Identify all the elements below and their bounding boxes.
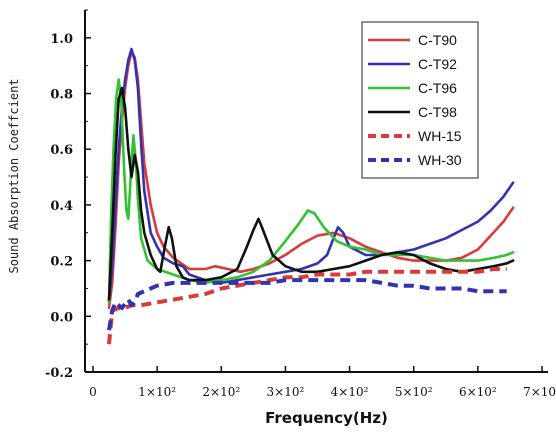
series-layer	[107, 47, 515, 345]
y-tick-label: 0.2	[50, 255, 73, 270]
series-line-c-t96	[107, 78, 515, 304]
y-tick-label: 1.0	[50, 32, 73, 47]
y-tick-label: 0.8	[50, 88, 73, 103]
x-axis-title: Frequency(Hz)	[265, 409, 388, 427]
y-axis-title: Sound Absorption Coeffcient	[7, 78, 21, 273]
x-tick-label: 1×10²	[138, 385, 176, 399]
legend-item-c-t98: C-T98	[368, 104, 457, 120]
y-tick-label: 0.6	[50, 143, 73, 158]
legend-label: C-T98	[418, 104, 457, 120]
series-line-wh-15	[107, 267, 507, 345]
legend-label: C-T96	[418, 80, 457, 96]
legend: C-T90 C-T92 C-T96 C-T98 WH-15 WH-30	[361, 21, 479, 179]
series-line-wh-30	[107, 278, 507, 331]
legend-items: C-T90 C-T92 C-T96 C-T98 WH-15 WH-30	[368, 32, 462, 168]
x-tick-label: 3×10²	[267, 385, 305, 399]
legend-label: C-T92	[418, 56, 457, 72]
x-tick-label: 5×10²	[395, 385, 433, 399]
legend-item-wh-30: WH-30	[368, 152, 462, 168]
legend-item-c-t92: C-T92	[368, 56, 457, 72]
y-tick-label: 0.0	[50, 310, 73, 325]
x-tick-label: 4×10²	[331, 385, 369, 399]
legend-label: WH-15	[418, 128, 462, 144]
legend-item-c-t90: C-T90	[368, 32, 457, 48]
y-tick-label: 0.4	[50, 199, 73, 214]
series-line-c-t98	[107, 86, 515, 301]
x-tick-label: 2×10²	[202, 385, 240, 399]
x-axis-ticks: 0 1×10² 2×10² 3×10² 4×10² 5×10² 6×10² 7×10²	[89, 366, 556, 399]
y-tick-label: -0.2	[45, 366, 73, 381]
series-line-c-t92	[107, 47, 515, 304]
legend-label: C-T90	[418, 32, 457, 48]
legend-item-wh-15: WH-15	[368, 128, 462, 144]
legend-box	[361, 21, 479, 179]
plot-frame	[84, 10, 548, 373]
x-tick-label: 0	[89, 385, 97, 399]
legend-item-c-t96: C-T96	[368, 80, 457, 96]
x-tick-label: 7×10²	[523, 385, 556, 399]
y-axis-ticks: -0.2 0.0 0.2 0.4 0.6 0.8 1.0	[45, 9, 91, 381]
legend-label: WH-30	[418, 152, 462, 168]
x-tick-label: 6×10²	[459, 385, 497, 399]
